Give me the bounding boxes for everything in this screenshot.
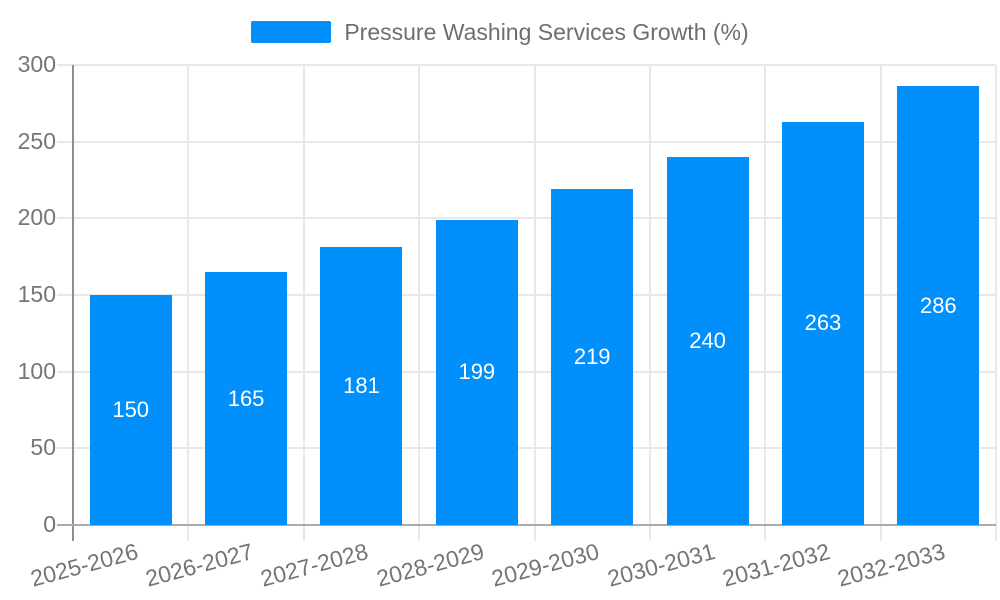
h-gridline <box>57 447 996 450</box>
x-axis-line <box>57 524 996 526</box>
bar: 165 <box>205 272 288 525</box>
h-gridline <box>57 294 996 296</box>
v-gridline <box>879 65 882 541</box>
bar: 240 <box>666 157 749 525</box>
v-gridline <box>418 65 421 541</box>
bar: 286 <box>897 86 980 525</box>
y-tick-label: 200 <box>17 204 56 231</box>
legend-color-swatch <box>251 21 332 43</box>
bar-value-label: 165 <box>227 385 265 411</box>
h-gridline <box>57 140 996 143</box>
h-gridline <box>57 217 996 220</box>
x-tick-label: 2032-2033 <box>835 538 949 592</box>
x-tick-label: 2025-2026 <box>27 538 141 592</box>
x-tick-label: 2026-2027 <box>142 538 256 592</box>
v-gridline <box>533 65 536 541</box>
chart-legend: Pressure Washing Services Growth (%) <box>0 19 1000 45</box>
bar: 219 <box>551 189 634 525</box>
bar-value-label: 286 <box>919 292 957 318</box>
y-tick-label: 300 <box>17 51 56 77</box>
y-tick-label: 50 <box>30 434 56 461</box>
h-gridline <box>57 370 996 373</box>
bar: 263 <box>781 121 864 525</box>
bar: 181 <box>320 247 403 525</box>
v-gridline <box>648 65 651 541</box>
bar-value-label: 263 <box>804 310 842 336</box>
x-tick-label: 2027-2028 <box>258 538 372 592</box>
legend-label: Pressure Washing Services Growth (%) <box>344 19 749 45</box>
y-tick-label: 0 <box>43 511 56 537</box>
y-tick-label: 100 <box>17 357 56 384</box>
bar-value-label: 181 <box>343 373 380 399</box>
y-tick-label: 250 <box>17 127 56 154</box>
bar: 199 <box>435 219 518 525</box>
h-gridline <box>57 64 996 66</box>
x-tick-label: 2028-2029 <box>373 538 487 592</box>
bar-value-label: 199 <box>458 359 496 385</box>
x-tick-label: 2030-2031 <box>604 538 718 592</box>
x-tick-label: 2029-2030 <box>488 538 602 592</box>
v-gridline <box>995 65 997 541</box>
v-gridline <box>764 65 767 541</box>
y-tick-label: 150 <box>17 281 56 307</box>
bar-value-label: 150 <box>112 397 150 422</box>
bar: 150 <box>89 295 172 525</box>
legend-item-series[interactable]: Pressure Washing Services Growth (%) <box>251 19 749 45</box>
x-tick-label: 2031-2032 <box>719 538 833 592</box>
bar-value-label: 240 <box>689 328 726 353</box>
y-axis-line <box>72 65 74 541</box>
v-gridline <box>187 65 190 541</box>
plot-area: 150 165 181 199 219 240 263 286 <box>57 64 997 541</box>
bar-value-label: 219 <box>573 344 611 370</box>
v-gridline <box>302 65 305 541</box>
